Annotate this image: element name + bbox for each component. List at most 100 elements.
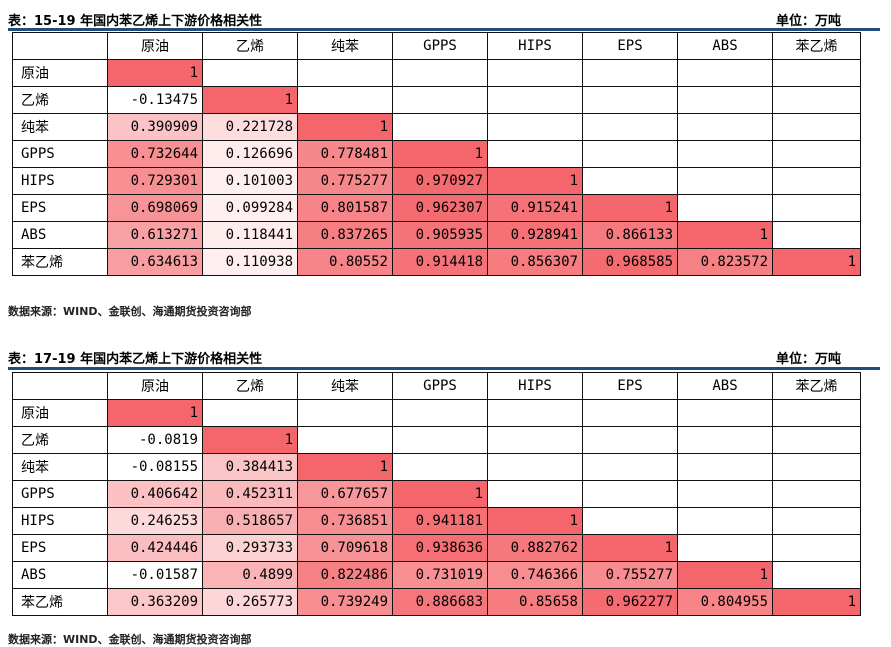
correlation-cell [677,167,773,195]
correlation-cell: 0.246253 [107,507,203,535]
row-header: GPPS [12,140,108,168]
column-header: 纯苯 [297,372,393,400]
correlation-cell [297,399,393,427]
column-header: 乙烯 [202,372,298,400]
column-header: GPPS [392,32,488,60]
correlation-cell: 0.452311 [202,480,298,508]
correlation-cell [487,86,583,114]
correlation-cell [677,194,773,222]
correlation-cell: 0.698069 [107,194,203,222]
correlation-cell: 0.85658 [487,588,583,616]
table-row: HIPS 0.246253 0.518657 0.736851 0.941181 1 [12,507,861,535]
column-header: ABS [677,32,773,60]
correlation-cell: 1 [107,59,203,87]
table-row: 纯苯 -0.08155 0.384413 1 [12,453,861,481]
row-header: 纯苯 [12,453,108,481]
correlation-cell [202,59,298,87]
correlation-cell: -0.0819 [107,426,203,454]
correlation-cell: 0.118441 [202,221,298,249]
corner-cell [12,372,108,400]
column-header: 原油 [107,32,203,60]
row-header: 乙烯 [12,426,108,454]
row-header: EPS [12,194,108,222]
table-2-titlebar: 表：17-19 年国内苯乙烯上下游价格相关性 单位：万吨 [0,342,891,370]
correlation-cell: 0.914418 [392,248,488,276]
correlation-cell: 0.746366 [487,561,583,589]
correlation-cell [677,453,773,481]
correlation-cell [392,113,488,141]
table-row: 乙烯 -0.13475 1 [12,86,861,114]
correlation-cell [582,167,678,195]
row-header: 原油 [12,59,108,87]
correlation-cell [392,59,488,87]
correlation-cell [677,480,773,508]
correlation-cell: 1 [392,140,488,168]
correlation-cell [677,507,773,535]
correlation-cell: 1 [772,588,861,616]
table-1-source: 数据来源：WIND、金联创、海通期货投资咨询部 [8,305,252,318]
correlation-cell [677,140,773,168]
correlation-cell: 0.938636 [392,534,488,562]
correlation-cell: 0.915241 [487,194,583,222]
correlation-cell: 1 [487,167,583,195]
row-header: HIPS [12,167,108,195]
table-row: GPPS 0.406642 0.452311 0.677657 1 [12,480,861,508]
column-header: 纯苯 [297,32,393,60]
row-header: GPPS [12,480,108,508]
row-header: HIPS [12,507,108,535]
correlation-cell: 0.962277 [582,588,678,616]
table-row: ABS -0.01587 0.4899 0.822486 0.731019 0.74636… [12,561,861,589]
correlation-cell: 0.293733 [202,534,298,562]
table-1-rule [8,28,880,31]
correlation-cell: 0.822486 [297,561,393,589]
correlation-cell: 0.837265 [297,221,393,249]
column-header: ABS [677,372,773,400]
table-2-source: 数据来源：WIND、金联创、海通期货投资咨询部 [8,633,252,646]
header-row: 原油 乙烯 纯苯 GPPS HIPS EPS ABS 苯乙烯 [12,32,861,60]
correlation-cell: 0.101003 [202,167,298,195]
correlation-cell: 1 [677,221,773,249]
correlation-cell: 0.962307 [392,194,488,222]
column-header: EPS [582,372,678,400]
table-1-correlation-matrix: 原油 乙烯 纯苯 GPPS HIPS EPS ABS 苯乙烯 原油 1 乙烯 -0.13475 1 纯苯 0… [12,32,861,276]
row-header: ABS [12,561,108,589]
correlation-cell [297,426,393,454]
row-header: 苯乙烯 [12,588,108,616]
correlation-cell: 0.778481 [297,140,393,168]
table-row: ABS 0.613271 0.118441 0.837265 0.905935 0.928… [12,221,861,249]
correlation-cell [297,59,393,87]
correlation-cell [487,113,583,141]
correlation-cell: 1 [677,561,773,589]
correlation-cell: 1 [202,86,298,114]
table-row: GPPS 0.732644 0.126696 0.778481 1 [12,140,861,168]
table-2-title: 表：17-19 年国内苯乙烯上下游价格相关性 [8,352,263,367]
correlation-cell: 0.941181 [392,507,488,535]
correlation-cell [582,453,678,481]
correlation-cell [487,426,583,454]
correlation-cell: 0.905935 [392,221,488,249]
row-header: 原油 [12,399,108,427]
column-header: GPPS [392,372,488,400]
table-1-title: 表：15-19 年国内苯乙烯上下游价格相关性 [8,14,263,29]
correlation-cell: 0.866133 [582,221,678,249]
correlation-cell: 0.731019 [392,561,488,589]
correlation-cell [772,59,861,87]
correlation-cell [772,86,861,114]
correlation-cell [677,113,773,141]
correlation-cell [582,86,678,114]
correlation-cell [677,534,773,562]
correlation-cell: 0.221728 [202,113,298,141]
correlation-cell [772,426,861,454]
table-row: 苯乙烯 0.634613 0.110938 0.80552 0.914418 0.8563… [12,248,861,276]
column-header: 苯乙烯 [772,32,861,60]
correlation-cell [487,453,583,481]
table-1-titlebar: 表：15-19 年国内苯乙烯上下游价格相关性 单位：万吨 [0,4,891,32]
column-header: 原油 [107,372,203,400]
correlation-cell: 0.390909 [107,113,203,141]
correlation-cell: 1 [392,480,488,508]
correlation-cell [582,59,678,87]
correlation-cell: 0.732644 [107,140,203,168]
correlation-cell [772,507,861,535]
header-row: 原油 乙烯 纯苯 GPPS HIPS EPS ABS 苯乙烯 [12,372,861,400]
correlation-cell [582,507,678,535]
